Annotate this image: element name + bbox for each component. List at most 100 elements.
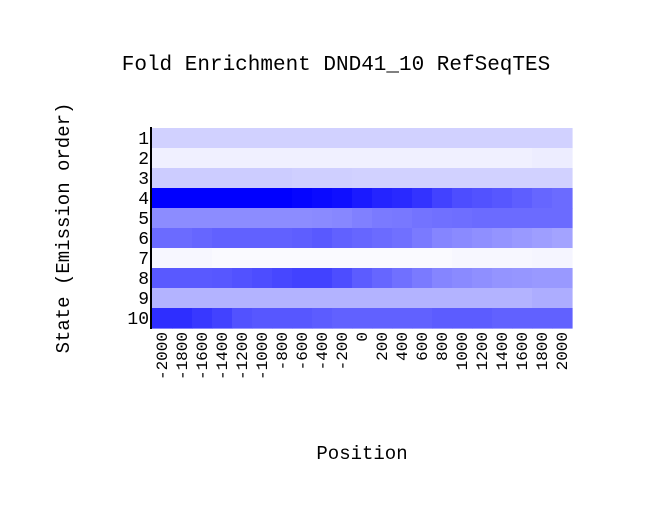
- heatmap-cell-r2-c15: [432, 148, 453, 169]
- heatmap-cell-r3-c7: [272, 168, 293, 189]
- heatmap-cell-r10-c10: [332, 308, 353, 329]
- heatmap-cell-r4-c13: [392, 188, 413, 209]
- heatmap-cell-r10-c20: [532, 308, 553, 329]
- heatmap-cell-r6-c17: [472, 228, 493, 249]
- heatmap-cell-r6-c8: [292, 228, 313, 249]
- heatmap-cell-r8-c7: [272, 268, 293, 289]
- heatmap-cell-r5-c4: [212, 208, 233, 229]
- heatmap-cell-r5-c13: [392, 208, 413, 229]
- heatmap-cell-r1-c18: [492, 128, 513, 149]
- heatmap-cell-r5-c9: [312, 208, 333, 229]
- heatmap-cell-r10-c5: [232, 308, 253, 329]
- chart-title: Fold Enrichment DND41_10 RefSeqTES: [122, 54, 550, 77]
- heatmap-cell-r3-c6: [252, 168, 273, 189]
- heatmap-cell-r5-c15: [432, 208, 453, 229]
- heatmap-cell-r2-c6: [252, 148, 273, 169]
- heatmap-cell-r3-c17: [472, 168, 493, 189]
- heatmap-cell-r5-c1: [152, 208, 173, 229]
- heatmap-cell-r3-c21: [552, 168, 573, 189]
- heatmap-cell-r6-c19: [512, 228, 533, 249]
- heatmap-cell-r1-c21: [552, 128, 573, 149]
- heatmap-cell-r10-c14: [412, 308, 433, 329]
- heatmap-cell-r2-c12: [372, 148, 393, 169]
- heatmap-cell-r4-c7: [272, 188, 293, 209]
- heatmap-cell-r10-c8: [292, 308, 313, 329]
- heatmap-cell-r4-c5: [232, 188, 253, 209]
- heatmap-cell-r3-c11: [352, 168, 373, 189]
- heatmap-cell-r10-c13: [392, 308, 413, 329]
- heatmap-cell-r5-c5: [232, 208, 253, 229]
- heatmap-cell-r3-c13: [392, 168, 413, 189]
- heatmap-cell-r2-c11: [352, 148, 373, 169]
- heatmap-cell-r1-c14: [412, 128, 433, 149]
- heatmap-cell-r6-c12: [372, 228, 393, 249]
- heatmap-cell-r5-c14: [412, 208, 433, 229]
- x-tick-label: -1400: [214, 332, 232, 380]
- heatmap-cell-r8-c2: [172, 268, 193, 289]
- heatmap-cell-r9-c20: [532, 288, 553, 309]
- heatmap-cell-r6-c4: [212, 228, 233, 249]
- heatmap-cell-r1-c20: [532, 128, 553, 149]
- heatmap-cell-r2-c8: [292, 148, 313, 169]
- heatmap-cell-r8-c14: [412, 268, 433, 289]
- heatmap-cell-r1-c12: [372, 128, 393, 149]
- x-tick-label: 1000: [454, 332, 472, 370]
- heatmap-cell-r2-c1: [152, 148, 173, 169]
- y-tick-label: 9: [138, 290, 149, 310]
- heatmap-cell-r10-c4: [212, 308, 233, 329]
- x-tick-label: 1600: [514, 332, 532, 370]
- heatmap-cell-r10-c6: [252, 308, 273, 329]
- heatmap-cell-r3-c15: [432, 168, 453, 189]
- heatmap-cell-r5-c12: [372, 208, 393, 229]
- heatmap-cell-r1-c2: [172, 128, 193, 149]
- heatmap-cell-r9-c11: [352, 288, 373, 309]
- heatmap-cell-r6-c15: [432, 228, 453, 249]
- heatmap-cell-r5-c16: [452, 208, 473, 229]
- heatmap-cell-r10-c17: [472, 308, 493, 329]
- heatmap-cell-r6-c16: [452, 228, 473, 249]
- heatmap-cell-r8-c3: [192, 268, 213, 289]
- heatmap-cell-r7-c2: [172, 248, 193, 269]
- heatmap-cell-r4-c16: [452, 188, 473, 209]
- heatmap-cell-r1-c11: [352, 128, 373, 149]
- heatmap-cell-r5-c7: [272, 208, 293, 229]
- heatmap-cell-r2-c18: [492, 148, 513, 169]
- heatmap-cell-r2-c9: [312, 148, 333, 169]
- heatmap-cell-r9-c13: [392, 288, 413, 309]
- heatmap-cell-r5-c20: [532, 208, 553, 229]
- heatmap-cell-r7-c19: [512, 248, 533, 269]
- heatmap-cell-r6-c1: [152, 228, 173, 249]
- heatmap-cell-r1-c13: [392, 128, 413, 149]
- y-tick-label: 3: [138, 170, 149, 190]
- heatmap-cell-r4-c12: [372, 188, 393, 209]
- y-tick-label: 7: [138, 250, 149, 270]
- heatmap-cell-r1-c3: [192, 128, 213, 149]
- heatmap-cell-r8-c10: [332, 268, 353, 289]
- heatmap-cell-r7-c14: [412, 248, 433, 269]
- heatmap-cell-r5-c2: [172, 208, 193, 229]
- heatmap-cell-r1-c1: [152, 128, 173, 149]
- y-axis-label: State (Emission order): [53, 103, 75, 354]
- y-tick-label: 8: [138, 270, 149, 290]
- heatmap-cell-r2-c5: [232, 148, 253, 169]
- y-tick-label: 1: [138, 130, 149, 150]
- heatmap-cell-r5-c11: [352, 208, 373, 229]
- heatmap-cell-r2-c13: [392, 148, 413, 169]
- heatmap-cell-r8-c15: [432, 268, 453, 289]
- heatmap-cell-r10-c7: [272, 308, 293, 329]
- heatmap-cell-r9-c2: [172, 288, 193, 309]
- heatmap-cell-r10-c21: [552, 308, 573, 329]
- heatmap-cell-r3-c4: [212, 168, 233, 189]
- heatmap-cell-r3-c5: [232, 168, 253, 189]
- heatmap-cell-r3-c14: [412, 168, 433, 189]
- heatmap-cell-r8-c6: [252, 268, 273, 289]
- heatmap-cell-r9-c5: [232, 288, 253, 309]
- heatmap-cell-r4-c19: [512, 188, 533, 209]
- heatmap-cell-r9-c1: [152, 288, 173, 309]
- heatmap-cell-r9-c15: [432, 288, 453, 309]
- heatmap-cell-r4-c3: [192, 188, 213, 209]
- heatmap-cell-r6-c2: [172, 228, 193, 249]
- heatmap-cells: [152, 128, 573, 329]
- y-tick-label: 2: [138, 150, 149, 170]
- heatmap-cell-r3-c20: [532, 168, 553, 189]
